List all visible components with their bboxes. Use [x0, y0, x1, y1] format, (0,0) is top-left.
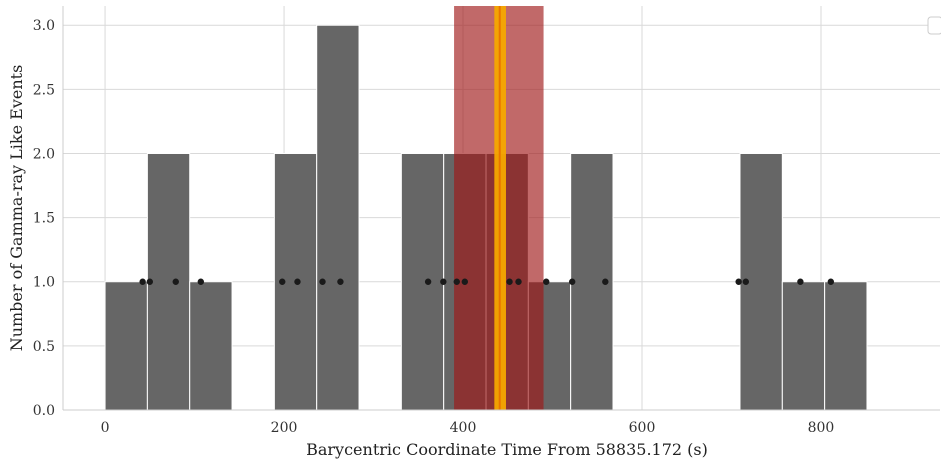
event-point	[198, 279, 204, 285]
y-tick-label: 0.5	[33, 339, 55, 355]
event-point	[425, 279, 431, 285]
event-point	[139, 279, 145, 285]
event-point	[279, 279, 285, 285]
event-point	[440, 279, 446, 285]
y-tick-label: 1.5	[33, 211, 55, 227]
shaded-regions	[454, 6, 543, 410]
y-tick-label: 3.0	[33, 18, 55, 34]
y-tick-label: 2.0	[33, 146, 55, 162]
y-axis-label: Number of Gamma-ray Like Events	[7, 65, 26, 352]
event-point	[147, 279, 153, 285]
y-tick-label: 0.0	[33, 403, 55, 419]
y-tick-label: 1.0	[33, 275, 55, 291]
y-tick-label: 2.5	[33, 82, 55, 98]
histogram-bar	[105, 282, 147, 410]
x-axis-label: Barycentric Coordinate Time From 58835.1…	[306, 440, 708, 459]
event-point	[173, 279, 179, 285]
event-point	[462, 279, 468, 285]
event-point	[828, 279, 834, 285]
event-point	[337, 279, 343, 285]
x-tick-label: 400	[450, 420, 477, 436]
x-tick-label: 600	[629, 420, 656, 436]
event-point	[797, 279, 803, 285]
event-point	[602, 279, 608, 285]
x-tick-label: 800	[808, 420, 835, 436]
event-point	[506, 279, 512, 285]
x-tick-label: 200	[271, 420, 298, 436]
event-point	[515, 279, 521, 285]
legend-box	[928, 17, 941, 34]
histogram-bar	[190, 282, 232, 410]
event-point	[543, 279, 549, 285]
event-point	[735, 279, 741, 285]
x-tick-label: 0	[101, 420, 110, 436]
event-point	[294, 279, 300, 285]
histogram-bar	[147, 153, 189, 410]
event-point	[743, 279, 749, 285]
event-point	[569, 279, 575, 285]
event-point	[454, 279, 460, 285]
histogram-bar	[317, 25, 359, 410]
event-point	[319, 279, 325, 285]
histogram-bar	[401, 153, 443, 410]
histogram-bar	[782, 282, 824, 410]
histogram-bar	[825, 282, 867, 410]
